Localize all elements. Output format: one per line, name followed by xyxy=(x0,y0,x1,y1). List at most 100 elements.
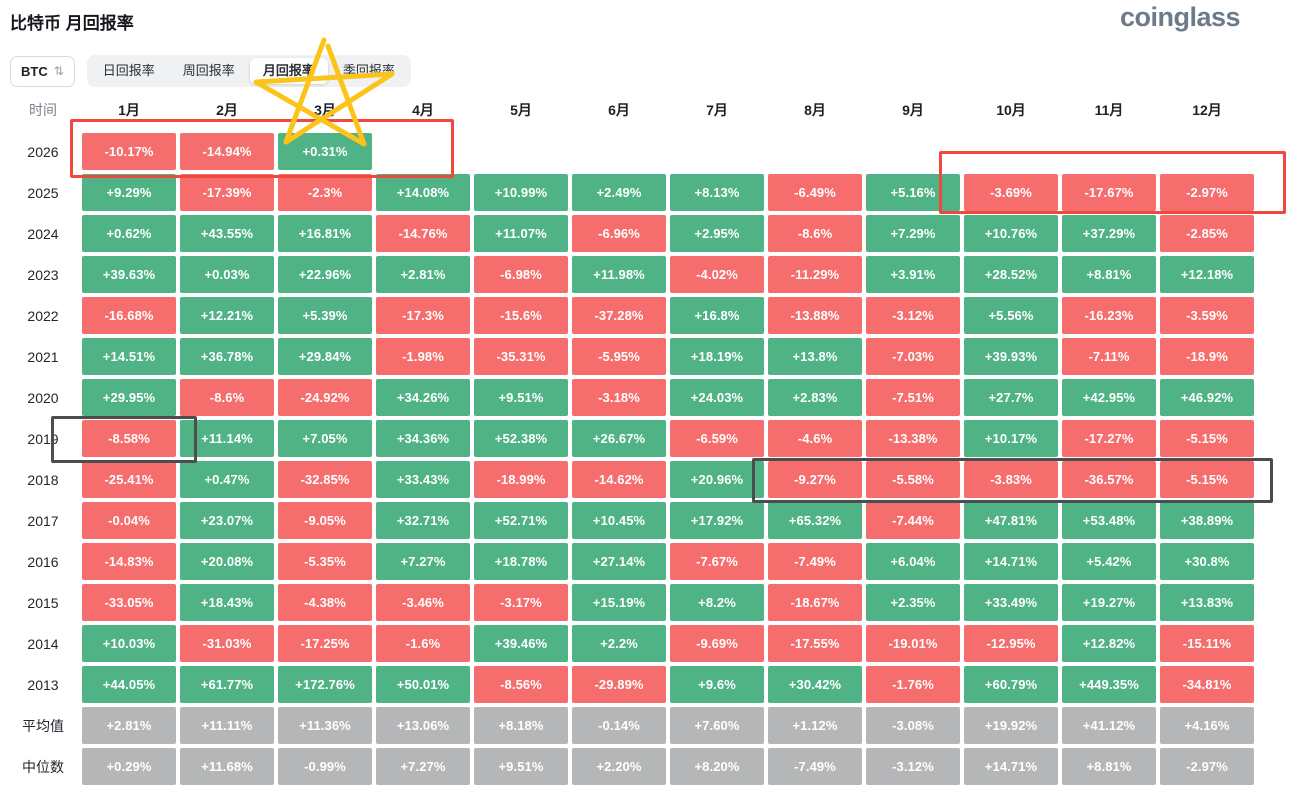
return-cell: -8.6% xyxy=(768,215,862,252)
return-cell: +17.92% xyxy=(670,502,764,539)
return-cell: -8.58% xyxy=(82,420,176,457)
return-cell: -0.14% xyxy=(572,707,666,744)
return-cell: +5.42% xyxy=(1062,543,1156,580)
return-cell: +44.05% xyxy=(82,666,176,703)
empty-cell xyxy=(376,133,470,170)
return-cell: -17.67% xyxy=(1062,174,1156,211)
return-cell: +20.96% xyxy=(670,461,764,498)
empty-cell xyxy=(866,133,960,170)
return-cell: +14.71% xyxy=(964,748,1058,785)
return-cell: -8.56% xyxy=(474,666,568,703)
return-cell: +10.45% xyxy=(572,502,666,539)
return-cell: +1.12% xyxy=(768,707,862,744)
return-cell: -6.96% xyxy=(572,215,666,252)
return-cell: -5.58% xyxy=(866,461,960,498)
return-cell: +41.12% xyxy=(1062,707,1156,744)
return-cell: +61.77% xyxy=(180,666,274,703)
return-cell: +2.49% xyxy=(572,174,666,211)
return-cell: +43.55% xyxy=(180,215,274,252)
return-cell: -7.44% xyxy=(866,502,960,539)
return-cell: +15.19% xyxy=(572,584,666,621)
month-header: 12月 xyxy=(1192,101,1222,118)
empty-cell xyxy=(1160,133,1254,170)
month-header: 1月 xyxy=(118,101,140,118)
return-cell: +27.14% xyxy=(572,543,666,580)
return-cell: +34.26% xyxy=(376,379,470,416)
return-cell: -29.89% xyxy=(572,666,666,703)
return-cell: +18.19% xyxy=(670,338,764,375)
return-cell: +34.36% xyxy=(376,420,470,457)
return-cell: +11.14% xyxy=(180,420,274,457)
return-cell: -10.17% xyxy=(82,133,176,170)
table-row: 2014 +10.03% -31.03% -17.25% -1.6% +39.46% +2.… xyxy=(8,625,1254,662)
return-cell: +3.91% xyxy=(866,256,960,293)
return-cell: +39.93% xyxy=(964,338,1058,375)
return-cell: +33.43% xyxy=(376,461,470,498)
return-cell: +23.07% xyxy=(180,502,274,539)
return-cell: -34.81% xyxy=(1160,666,1254,703)
coinglass-logo[interactable]: coinglass xyxy=(1119,2,1241,32)
return-cell: -13.88% xyxy=(768,297,862,334)
updown-arrows-icon: ⇅ xyxy=(53,64,64,78)
return-cell: -3.46% xyxy=(376,584,470,621)
tab-weekly-returns[interactable]: 周回报率 xyxy=(182,63,235,78)
month-header: 7月 xyxy=(706,101,728,118)
return-cell: +9.51% xyxy=(474,748,568,785)
return-cell: +5.16% xyxy=(866,174,960,211)
return-cell: +449.35% xyxy=(1062,666,1156,703)
return-cell: -3.17% xyxy=(474,584,568,621)
table-row: 2018 -25.41% +0.47% -32.85% +33.43% -18.99% -1… xyxy=(8,461,1254,498)
return-cell: +13.83% xyxy=(1160,584,1254,621)
return-cell: +8.18% xyxy=(474,707,568,744)
return-cell: +8.13% xyxy=(670,174,764,211)
return-cell: -37.28% xyxy=(572,297,666,334)
return-cell: +18.43% xyxy=(180,584,274,621)
tab-quarterly-returns[interactable]: 季回报率 xyxy=(342,63,395,78)
return-cell: -13.38% xyxy=(866,420,960,457)
return-cell: -5.95% xyxy=(572,338,666,375)
tab-monthly-returns[interactable]: 月回报率 xyxy=(249,58,328,84)
month-header: 2月 xyxy=(216,101,238,118)
return-cell: -1.6% xyxy=(376,625,470,662)
return-cell: +0.31% xyxy=(278,133,372,170)
row-label: 2022 xyxy=(27,307,59,324)
return-cell: -7.51% xyxy=(866,379,960,416)
empty-cell xyxy=(1062,133,1156,170)
month-header: 4月 xyxy=(412,101,434,118)
tab-daily-returns[interactable]: 日回报率 xyxy=(102,63,155,78)
return-cell: -7.49% xyxy=(768,543,862,580)
empty-cell xyxy=(964,133,1058,170)
return-cell: +9.6% xyxy=(670,666,764,703)
return-cell: -35.31% xyxy=(474,338,568,375)
return-cell: -11.29% xyxy=(768,256,862,293)
return-cell: -6.98% xyxy=(474,256,568,293)
symbol-select[interactable]: BTC ⇅ xyxy=(10,55,75,87)
return-cell: +0.29% xyxy=(82,748,176,785)
return-cell: -17.3% xyxy=(376,297,470,334)
return-cell: -7.67% xyxy=(670,543,764,580)
return-cell: -14.83% xyxy=(82,543,176,580)
return-cell: +14.08% xyxy=(376,174,470,211)
return-cell: +2.81% xyxy=(376,256,470,293)
return-cell: +5.56% xyxy=(964,297,1058,334)
return-cell: +16.81% xyxy=(278,215,372,252)
return-cell: +16.8% xyxy=(670,297,764,334)
return-cell: +10.17% xyxy=(964,420,1058,457)
return-cell: +10.03% xyxy=(82,625,176,662)
month-header: 3月 xyxy=(314,101,336,118)
return-cell: +12.82% xyxy=(1062,625,1156,662)
return-cell: +7.27% xyxy=(376,748,470,785)
return-cell: +8.2% xyxy=(670,584,764,621)
return-cell: -17.25% xyxy=(278,625,372,662)
month-header: 11月 xyxy=(1094,101,1124,118)
return-cell: -7.03% xyxy=(866,338,960,375)
return-cell: +29.95% xyxy=(82,379,176,416)
return-cell: +11.36% xyxy=(278,707,372,744)
return-cell: +2.20% xyxy=(572,748,666,785)
return-cell: -36.57% xyxy=(1062,461,1156,498)
return-cell: -2.97% xyxy=(1160,174,1254,211)
table-row: 2026 -10.17% -14.94% +0.31% xyxy=(8,133,1254,170)
return-cell: -4.02% xyxy=(670,256,764,293)
table-row: 2025 +9.29% -17.39% -2.3% +14.08% +10.99% +2.4… xyxy=(8,174,1254,211)
return-cell: +4.16% xyxy=(1160,707,1254,744)
